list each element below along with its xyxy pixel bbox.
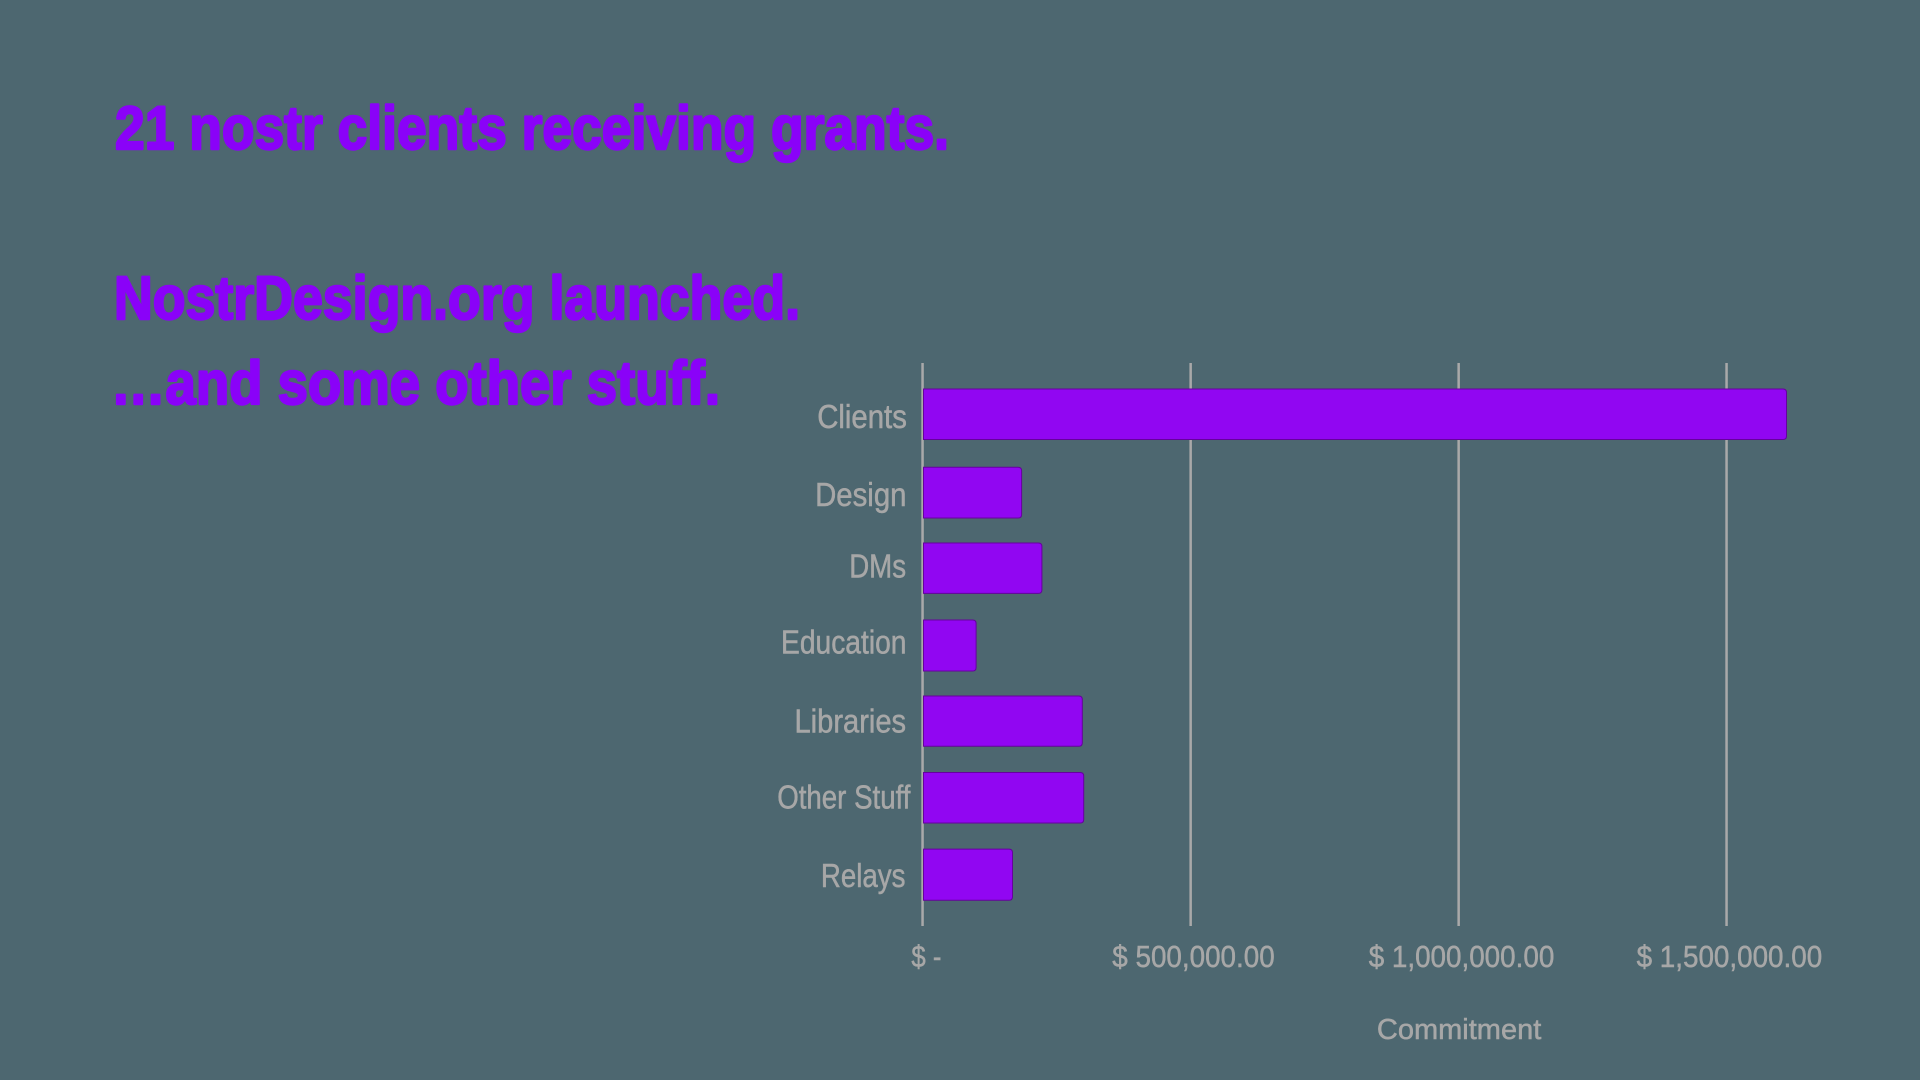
svg-text:Design: Design <box>815 476 906 513</box>
svg-text:$ 1,000,000.00: $ 1,000,000.00 <box>1369 939 1555 974</box>
svg-text:Other Stuff: Other Stuff <box>777 778 911 815</box>
svg-text:…and some other stuff.: …and some other stuff. <box>111 349 720 417</box>
svg-text:$ 1,500,000.00: $ 1,500,000.00 <box>1637 939 1823 974</box>
svg-text:Libraries: Libraries <box>795 702 907 739</box>
svg-text:NostrDesign.org launched.: NostrDesign.org launched. <box>114 264 800 332</box>
svg-text:21 nostr clients receiving gra: 21 nostr clients receiving grants. <box>115 94 949 162</box>
svg-text:Relays: Relays <box>821 857 906 894</box>
svg-text:Education: Education <box>781 624 907 661</box>
svg-text:$ 500,000.00: $ 500,000.00 <box>1112 939 1274 974</box>
svg-text:Commitment: Commitment <box>1377 1014 1541 1046</box>
svg-text:DMs: DMs <box>849 548 906 585</box>
svg-text:Clients: Clients <box>817 398 907 435</box>
svg-text:$ -: $ - <box>911 939 941 974</box>
